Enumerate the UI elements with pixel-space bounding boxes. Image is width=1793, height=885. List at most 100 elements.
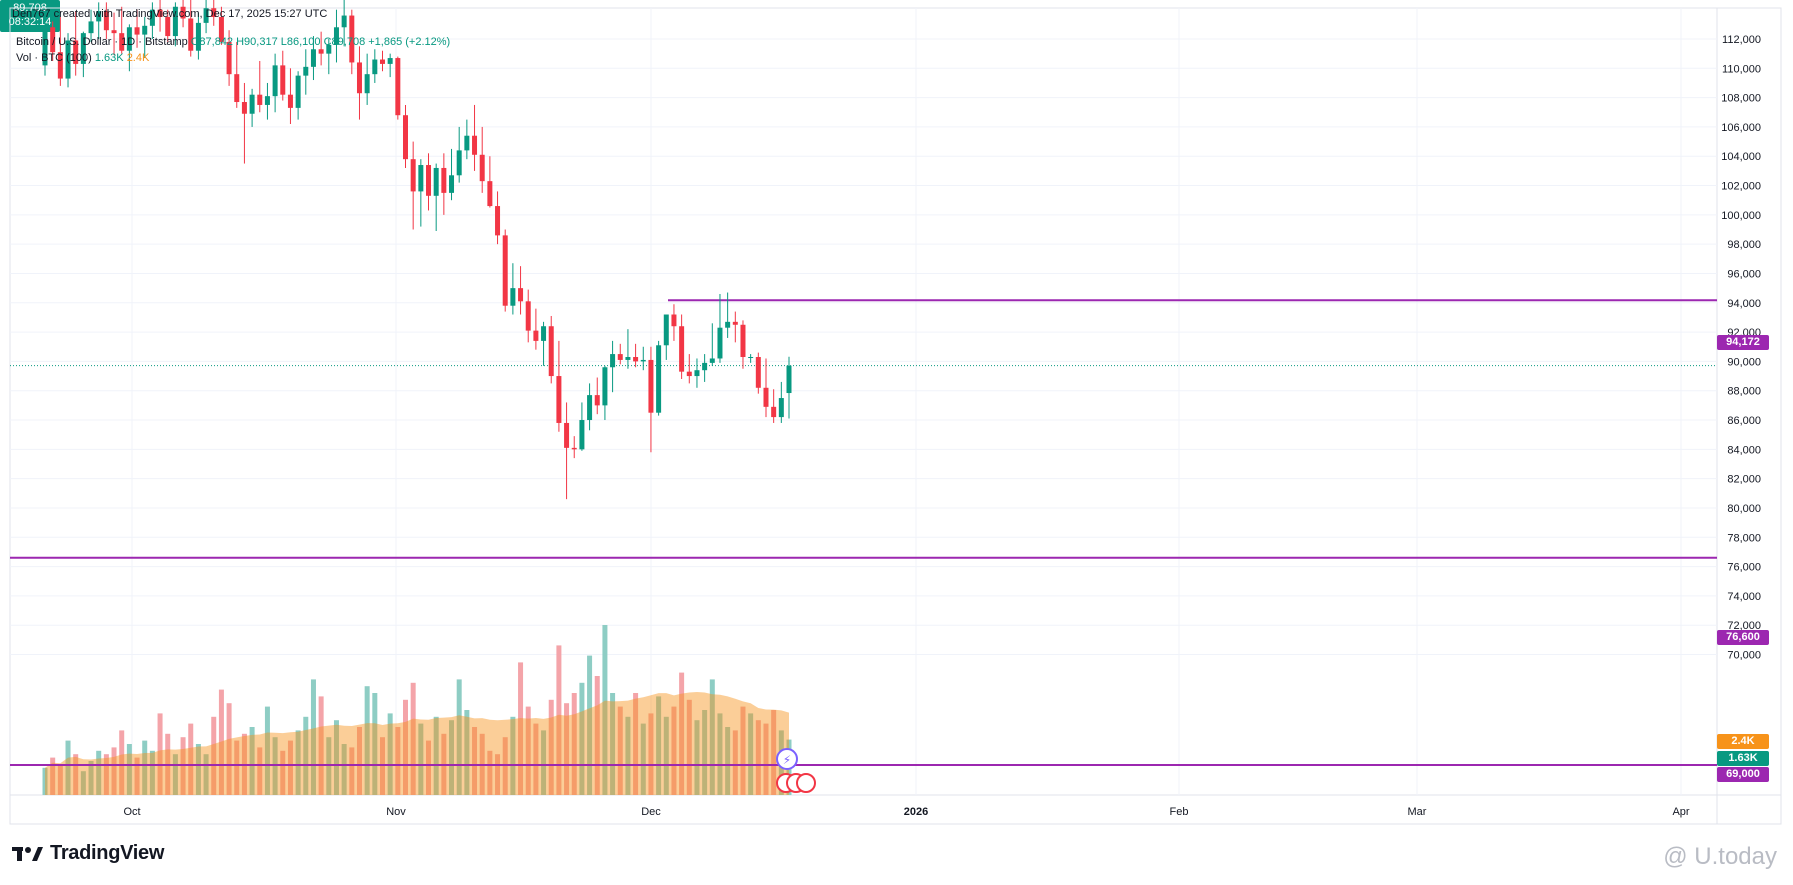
volume-title[interactable]: Vol · BTC (100) bbox=[16, 52, 92, 64]
candle-body bbox=[364, 74, 370, 94]
watermark: @ U.today bbox=[1663, 843, 1777, 870]
candle bbox=[372, 49, 378, 83]
symbol-title[interactable]: Bitcoin / U.S. Dollar · 1D · Bitstamp bbox=[16, 36, 188, 48]
candle bbox=[725, 292, 731, 338]
volume-bar bbox=[472, 727, 478, 795]
candle-body bbox=[203, 8, 209, 23]
candle-body bbox=[280, 65, 286, 95]
low-support-level-tag[interactable]: 69,000 bbox=[1717, 767, 1769, 782]
volume-bar bbox=[487, 750, 493, 795]
candle-body bbox=[57, 52, 63, 79]
price-axis[interactable]: 112,000 110,000 108,000 106,000 104,000 102,0… bbox=[1721, 34, 1761, 662]
candle bbox=[195, 12, 201, 60]
candle bbox=[356, 46, 362, 120]
price-tick-label: 82,000 bbox=[1727, 474, 1761, 486]
candle bbox=[157, 0, 163, 32]
price-tick-label: 100,000 bbox=[1721, 210, 1761, 222]
candle-body bbox=[548, 326, 554, 377]
volume-bar bbox=[464, 710, 470, 795]
candle-body bbox=[172, 6, 178, 37]
volume-legend[interactable]: Vol · BTC (100) 1.63K 2.4K bbox=[16, 52, 149, 64]
volume-bar bbox=[211, 716, 217, 795]
candle-body bbox=[257, 94, 263, 105]
candle-body bbox=[564, 422, 570, 448]
candle-body bbox=[73, 40, 79, 64]
price-tick-label: 110,000 bbox=[1722, 63, 1761, 75]
candle-body bbox=[264, 96, 270, 105]
volume-bar bbox=[771, 710, 777, 795]
time-axis[interactable]: Oct Nov Dec 2026 Feb Mar Apr bbox=[123, 806, 1689, 818]
chart-credit: Den767 created with TradingView.com, Dec… bbox=[12, 8, 328, 20]
candle-body bbox=[702, 362, 708, 371]
lightning-glyph: ⚡ bbox=[783, 753, 791, 767]
candle bbox=[418, 159, 424, 227]
tradingview-logo[interactable]: TradingView bbox=[12, 842, 164, 865]
candle bbox=[472, 104, 478, 171]
candle bbox=[594, 377, 600, 415]
candle bbox=[341, 0, 347, 47]
candle-body bbox=[502, 235, 508, 306]
candle bbox=[188, 0, 194, 57]
candle-body bbox=[633, 357, 639, 362]
candle-body bbox=[778, 398, 784, 418]
candle-body bbox=[111, 30, 117, 34]
price-tick-label: 94,000 bbox=[1727, 298, 1761, 310]
volume-bar bbox=[88, 761, 94, 795]
candle bbox=[333, 9, 339, 63]
candle-body bbox=[763, 387, 769, 407]
time-tick-label: Apr bbox=[1672, 806, 1689, 818]
volume-bar bbox=[341, 744, 347, 795]
volume-bar bbox=[234, 740, 240, 795]
time-tick-label: Dec bbox=[641, 806, 661, 818]
volume-bar bbox=[694, 720, 700, 795]
low-value: L86,100 bbox=[280, 36, 321, 48]
candle bbox=[518, 266, 524, 315]
candle-body bbox=[303, 66, 309, 76]
volume-bar bbox=[80, 771, 86, 795]
volume-bar bbox=[648, 713, 654, 795]
price-tick-label: 96,000 bbox=[1727, 268, 1761, 280]
candle bbox=[679, 314, 685, 379]
candle-body bbox=[126, 27, 132, 51]
candle-body bbox=[42, 27, 48, 66]
candle bbox=[349, 9, 355, 75]
candle bbox=[778, 381, 784, 423]
horizontal-levels[interactable] bbox=[10, 299, 1717, 766]
volume-bar bbox=[625, 716, 631, 795]
volume-bar bbox=[226, 703, 232, 795]
price-tick-label: 76,000 bbox=[1727, 562, 1761, 574]
candle-body bbox=[433, 167, 439, 196]
candle-body bbox=[786, 365, 792, 394]
volume-bar bbox=[702, 710, 708, 795]
candle-body bbox=[694, 370, 700, 377]
event-icons[interactable]: ⚡ bbox=[776, 748, 816, 793]
candle-body bbox=[541, 326, 547, 341]
support-level-tag[interactable]: 76,600 bbox=[1717, 630, 1769, 645]
price-tick-label: 72,000 bbox=[1727, 620, 1761, 632]
candle bbox=[579, 402, 585, 451]
volume-bar bbox=[518, 662, 524, 795]
candle bbox=[57, 17, 63, 86]
volume-bar bbox=[134, 757, 140, 795]
volume-bar bbox=[218, 689, 224, 795]
volume-bar bbox=[257, 747, 263, 795]
candle bbox=[510, 263, 516, 315]
volume-bar bbox=[594, 676, 600, 795]
volume-bar bbox=[280, 750, 286, 795]
resistance-level-tag[interactable]: 94,172 bbox=[1717, 335, 1769, 350]
candle bbox=[479, 126, 485, 193]
volume-value: 1.63K bbox=[94, 52, 124, 64]
volume-bar bbox=[633, 693, 639, 795]
candle-body bbox=[587, 395, 593, 421]
candle bbox=[671, 304, 677, 341]
candle bbox=[280, 50, 286, 101]
symbol-legend[interactable]: Bitcoin / U.S. Dollar · 1D · Bitstamp O8… bbox=[16, 36, 450, 48]
candle bbox=[264, 82, 270, 120]
candle-body bbox=[119, 33, 125, 51]
candle bbox=[88, 9, 94, 42]
candle bbox=[80, 31, 86, 78]
volume-bar bbox=[410, 682, 416, 795]
candle bbox=[257, 60, 263, 113]
volume-bar bbox=[356, 727, 362, 795]
